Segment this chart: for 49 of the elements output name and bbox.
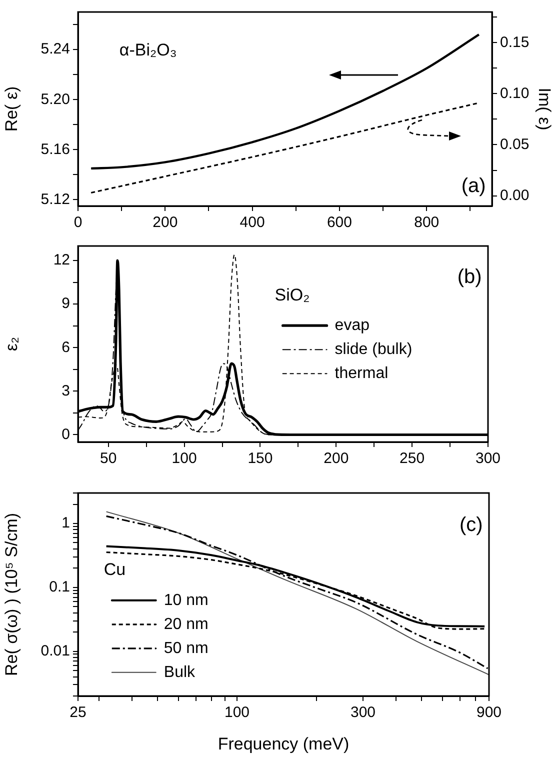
y2-axis-title: Im( ε) bbox=[535, 88, 554, 130]
legend-label: thermal bbox=[334, 365, 388, 382]
legend-label: 50 nm bbox=[164, 640, 208, 657]
y-tick-label: 5.16 bbox=[40, 140, 70, 158]
y-tick-label: 5.20 bbox=[40, 90, 70, 108]
y-tick-label: 5.12 bbox=[40, 190, 70, 208]
legend-title: Cu bbox=[104, 560, 126, 580]
legend-title: SiO₂ bbox=[274, 285, 310, 304]
y-tick-label: 0.1 bbox=[49, 578, 70, 596]
x-tick-label: 100 bbox=[224, 704, 250, 722]
x-tick-label: 200 bbox=[324, 450, 349, 468]
x-tick-label: 300 bbox=[350, 704, 376, 722]
x-tick-label: 150 bbox=[248, 450, 273, 468]
x-tick-label: 50 bbox=[100, 450, 117, 468]
y-tick-label: 12 bbox=[53, 252, 70, 269]
y-tick-label: 0 bbox=[62, 426, 70, 443]
x-tick-label: 0 bbox=[74, 214, 82, 232]
y-tick-label: 9 bbox=[62, 295, 70, 312]
x-tick-label: 900 bbox=[476, 704, 502, 722]
annotation: (c) bbox=[460, 514, 483, 536]
x-tick-label: 200 bbox=[152, 214, 178, 232]
legend-label: evap bbox=[334, 317, 370, 334]
y2-tick-label: 0.00 bbox=[500, 186, 530, 204]
legend-label: Bulk bbox=[164, 664, 196, 681]
x-tick-label: 800 bbox=[414, 214, 440, 232]
x-axis-title: Frequency (meV) bbox=[218, 734, 350, 754]
x-tick-label: 300 bbox=[475, 450, 501, 468]
x-tick-label: 100 bbox=[172, 450, 197, 468]
y-tick-label: 3 bbox=[62, 382, 70, 400]
legend-label: 10 nm bbox=[164, 592, 208, 609]
y2-tick-label: 0.15 bbox=[500, 34, 530, 51]
y-tick-label: 1 bbox=[62, 514, 70, 532]
legend-label: slide (bulk) bbox=[334, 341, 412, 358]
annotation: α-Bi₂O₃ bbox=[119, 40, 177, 60]
y2-tick-label: 0.10 bbox=[500, 84, 530, 102]
x-tick-label: 600 bbox=[326, 214, 352, 232]
y-tick-label: 6 bbox=[62, 338, 70, 356]
y-axis-title: Re( σ(ω) ) (10⁵ S/cm) bbox=[2, 512, 21, 676]
y-axis-title: Re( ε) bbox=[2, 86, 21, 132]
annotation: (a) bbox=[461, 175, 486, 198]
x-tick-label: 400 bbox=[240, 214, 265, 232]
y-axis-title: ε₂ bbox=[2, 336, 21, 352]
y-tick-label: 5.24 bbox=[40, 40, 70, 58]
x-tick-label: 25 bbox=[70, 704, 86, 722]
y2-tick-label: 0.05 bbox=[500, 136, 530, 153]
x-tick-label: 250 bbox=[400, 450, 425, 468]
y-tick-label: 0.01 bbox=[40, 642, 70, 660]
annotation: (b) bbox=[457, 266, 482, 288]
legend-label: 20 nm bbox=[164, 616, 208, 633]
